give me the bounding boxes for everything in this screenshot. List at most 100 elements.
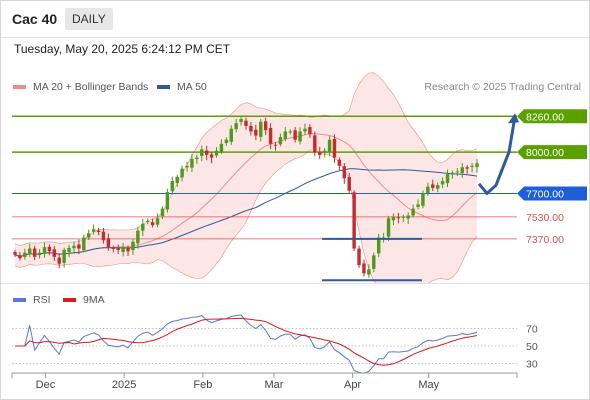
legend-rsi-ma-label: 9MA <box>83 294 105 306</box>
level-tag <box>517 145 587 160</box>
candle-body <box>332 138 337 158</box>
candle-body <box>259 121 263 137</box>
rsi-ma-swatch <box>63 298 76 302</box>
candle-body <box>322 150 327 153</box>
candle-body <box>116 247 120 250</box>
panel-divider <box>1 283 589 284</box>
candle-body <box>111 248 116 250</box>
candle-body <box>131 241 135 251</box>
candle-body <box>32 248 37 257</box>
header-bar: Cac 40 DAILY <box>1 1 589 38</box>
candle-body <box>52 249 57 257</box>
candle-body <box>175 176 179 184</box>
candle-body <box>126 247 130 252</box>
instrument-title: Cac 40 <box>12 11 58 27</box>
candle-body <box>435 185 440 189</box>
candle-body <box>411 208 415 216</box>
candle-body <box>293 130 297 140</box>
candle-body <box>455 171 460 173</box>
candle-body <box>244 120 248 126</box>
candle-body <box>416 204 420 207</box>
x-tick-label: May <box>418 379 439 391</box>
candle-body <box>278 136 283 145</box>
period-selector[interactable]: DAILY <box>65 8 113 30</box>
candle-body <box>268 128 273 144</box>
candle-body <box>440 181 445 185</box>
candle-body <box>37 252 42 256</box>
candle-body <box>460 167 464 174</box>
candle-body <box>303 128 307 132</box>
candle-body <box>101 231 106 241</box>
candle-body <box>18 255 22 259</box>
candle-body <box>57 257 61 264</box>
candle-body <box>229 128 233 142</box>
candle-body <box>288 131 292 133</box>
level-label: 7700.00 <box>526 188 564 200</box>
rsi-line <box>15 314 478 374</box>
candle-body <box>367 269 371 275</box>
rsi-tick-label: 30 <box>526 359 538 371</box>
bollinger-band-fill <box>15 72 477 283</box>
candle-body <box>421 193 425 206</box>
candle-body <box>155 218 160 225</box>
candle-body <box>406 215 410 219</box>
candle-body <box>195 157 199 159</box>
candle-body <box>180 168 184 178</box>
candle-body <box>121 247 125 252</box>
x-tick-label: 2025 <box>112 379 136 391</box>
candle-body <box>357 248 361 266</box>
candle-body <box>136 230 140 244</box>
candle-body <box>28 248 32 255</box>
candle-body <box>87 233 91 238</box>
candle-body <box>239 119 243 122</box>
candle-body <box>23 252 27 257</box>
candle-body <box>254 129 258 136</box>
timestamp: Tuesday, May 20, 2025 6:24:12 PM CET <box>14 42 231 56</box>
candle-body <box>470 165 474 167</box>
rsi-tick-label: 70 <box>526 324 538 336</box>
candle-body <box>219 143 224 152</box>
level-label: 8260.00 <box>526 111 564 123</box>
candle-body <box>224 139 229 144</box>
legend-bollinger: MA 20 + Bollinger Bands <box>13 81 148 93</box>
candle-body <box>190 159 194 168</box>
candle-body <box>67 247 71 252</box>
level-tag <box>517 109 587 124</box>
candle-body <box>62 249 66 263</box>
research-credit: Research © 2025 Trading Central <box>424 81 581 93</box>
legend-ma50-label: MA 50 <box>177 81 207 93</box>
x-tick-label: Mar <box>264 379 283 391</box>
ma50-line <box>14 168 478 258</box>
candle-body <box>96 230 101 233</box>
legend-rsi-label: RSI <box>33 294 51 306</box>
candle-body <box>106 238 111 248</box>
level-label: 7530.00 <box>526 212 564 224</box>
candle-body <box>160 208 165 217</box>
candle-body <box>386 218 391 237</box>
candle-body <box>450 172 455 175</box>
candle-body <box>91 229 96 232</box>
candle-body <box>283 131 288 140</box>
candle-body <box>42 247 47 254</box>
forecast-arrow <box>477 116 517 195</box>
candle-body <box>263 121 268 131</box>
candle-body <box>204 150 209 155</box>
candle-body <box>145 221 150 223</box>
candle-body <box>298 131 302 142</box>
price-chart: 8260.00 8000.00 7700.00 7530.00 7370.00 <box>12 72 587 283</box>
candle-body <box>273 144 278 146</box>
level-tag <box>517 186 587 201</box>
forecast-arrowhead <box>508 113 519 124</box>
candle-body <box>209 154 214 158</box>
rsi-tick-label: 50 <box>526 341 538 353</box>
legend-rsi-ma: 9MA <box>63 294 105 306</box>
candle-body <box>362 263 366 274</box>
candle-body <box>13 252 17 255</box>
candle-body <box>318 151 322 155</box>
candle-body <box>401 216 405 218</box>
candle-body <box>475 163 479 168</box>
rsi-swatch <box>13 298 26 302</box>
candle-body <box>376 237 381 254</box>
candle-body <box>82 237 86 251</box>
